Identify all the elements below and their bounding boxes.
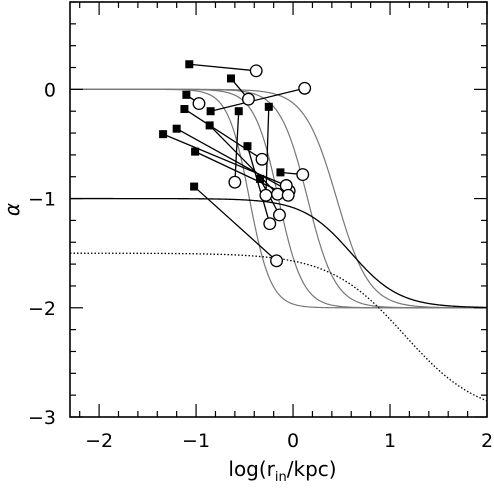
pair-connector-12 xyxy=(194,151,289,196)
open-circle-point-5 xyxy=(228,175,242,189)
filled-square-point-11 xyxy=(243,142,252,151)
filled-square-point-12 xyxy=(191,147,200,156)
x-tick-label: 2 xyxy=(481,430,493,452)
pair-connector-15 xyxy=(193,186,277,262)
filled-square-point-13 xyxy=(256,174,265,183)
filled-square-point-3 xyxy=(182,90,191,99)
open-circle-point-4 xyxy=(298,81,312,95)
open-circle-point-2 xyxy=(241,92,255,106)
x-axis-label-rest: /kpc) xyxy=(287,457,337,481)
filled-square-point-14 xyxy=(276,168,285,177)
open-circle-point-14 xyxy=(296,168,310,182)
axis-ticks xyxy=(70,1,488,418)
open-circle-point-12 xyxy=(281,188,295,202)
filled-square-point-10 xyxy=(205,121,214,130)
tick-labels: −2 −1 0 1 2 −3 −2 −1 0 xyxy=(28,79,493,452)
pair-connector-8 xyxy=(176,128,290,192)
filled-square-point-5 xyxy=(234,107,243,116)
x-axis-label-subscript: in xyxy=(275,470,287,485)
filled-square-point-1 xyxy=(185,60,194,69)
curve-5-solid xyxy=(70,197,488,309)
x-axis-label: log(rin/kpc) xyxy=(228,457,336,485)
y-tick-label: 0 xyxy=(44,79,56,101)
filled-square-point-8 xyxy=(172,124,181,133)
filled-square-point-15 xyxy=(190,182,199,191)
open-circle-point-1 xyxy=(249,64,263,78)
y-tick-label: −1 xyxy=(28,189,56,211)
open-circle-point-15 xyxy=(270,254,284,268)
y-axis-label: α xyxy=(0,203,24,216)
pair-connector-6 xyxy=(265,106,270,196)
x-axis-label-main: log(r xyxy=(228,457,275,481)
open-circle-point-6 xyxy=(259,188,273,202)
open-circle-point-7 xyxy=(255,152,269,166)
open-circle-point-13 xyxy=(273,208,286,222)
pair-connector-11 xyxy=(246,145,271,224)
filled-square-point-6 xyxy=(264,102,273,111)
y-tick-label: −3 xyxy=(28,407,56,429)
filled-square-point-7 xyxy=(180,105,189,114)
open-circle-point-10 xyxy=(271,187,284,201)
data-markers xyxy=(159,60,312,268)
open-circle-point-3 xyxy=(192,97,206,111)
pair-connector-4 xyxy=(210,87,305,112)
filled-square-point-9 xyxy=(159,130,168,139)
pair-connector-1 xyxy=(189,63,257,72)
model-curves xyxy=(70,88,488,402)
x-tick-label: −2 xyxy=(85,430,113,452)
x-tick-label: 1 xyxy=(384,430,396,452)
open-circle-point-11 xyxy=(263,217,277,231)
curve-6-dotted xyxy=(70,252,488,402)
y-tick-label: −2 xyxy=(28,298,56,320)
pair-connector-10 xyxy=(209,124,278,195)
plot-frame xyxy=(69,1,488,418)
pair-connector-9 xyxy=(162,133,287,187)
x-tick-label: −1 xyxy=(182,430,210,452)
filled-square-point-4 xyxy=(206,107,215,116)
x-tick-label: 0 xyxy=(287,430,299,452)
filled-square-point-2 xyxy=(226,74,235,83)
